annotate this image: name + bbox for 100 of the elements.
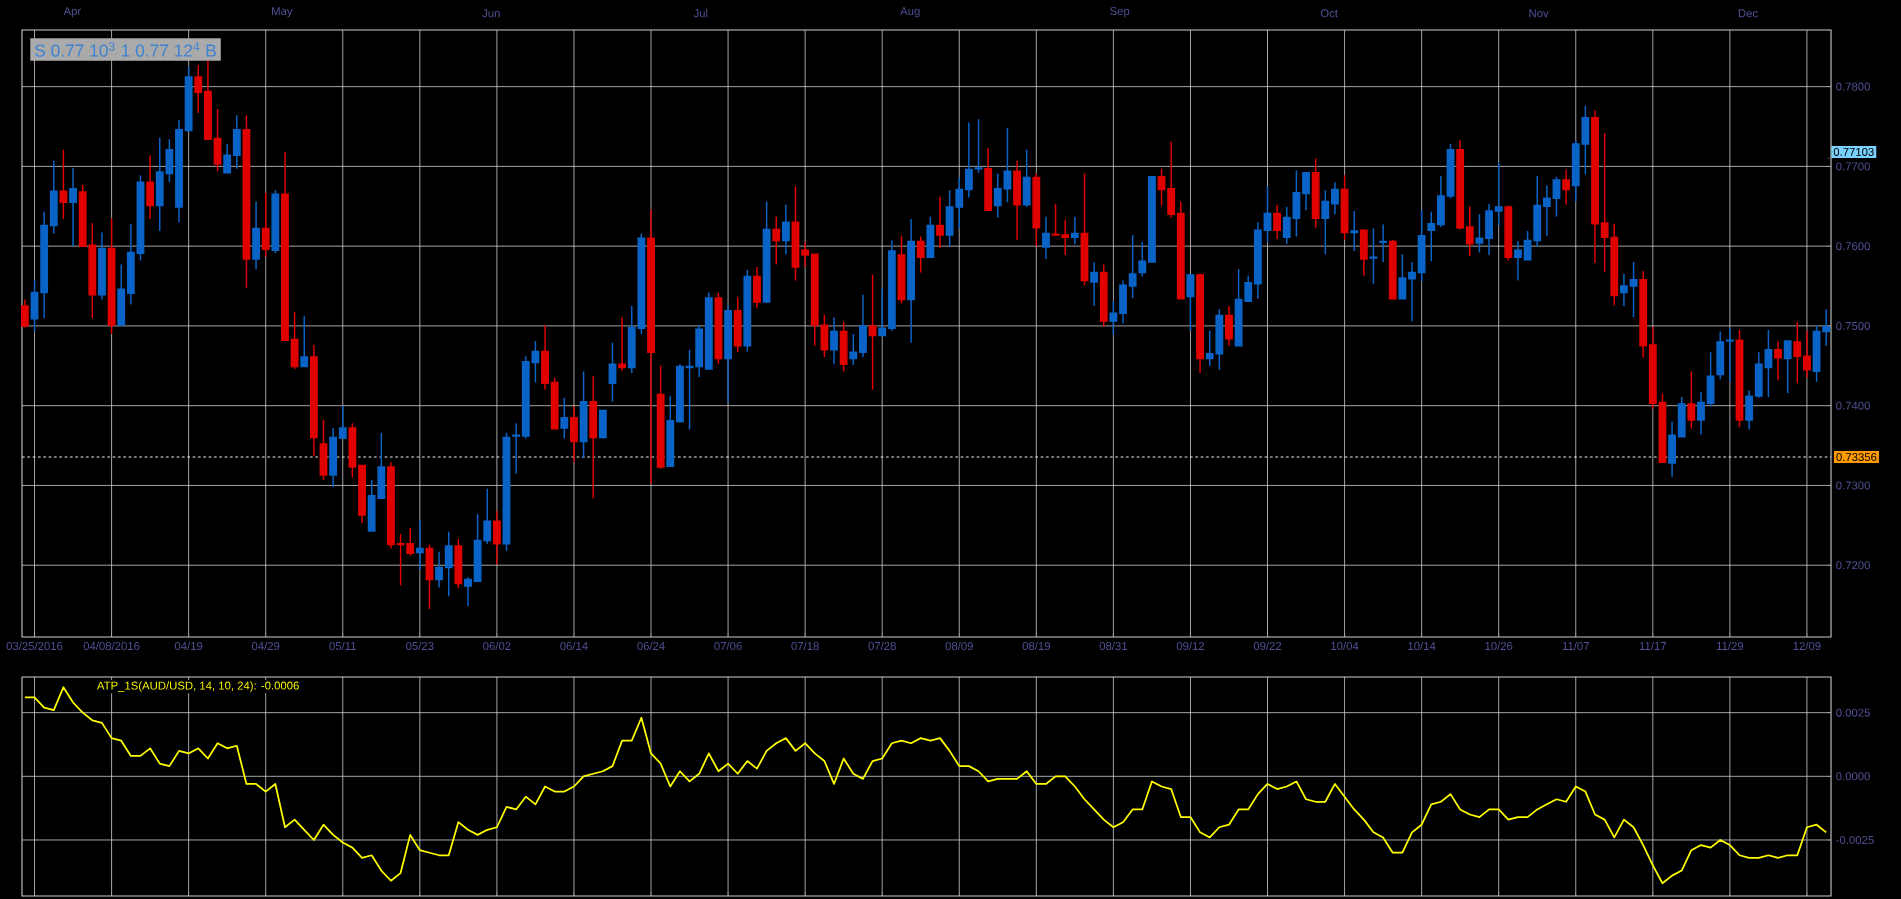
- candlestick: [435, 550, 444, 589]
- candlestick: [839, 321, 848, 373]
- candlestick: [675, 363, 684, 424]
- candlestick: [1379, 223, 1388, 263]
- candlestick: [521, 355, 530, 440]
- candlestick: [1494, 161, 1503, 227]
- candlestick: [579, 370, 588, 460]
- candlestick: [1359, 228, 1368, 277]
- x-tick-label: 12/09: [1793, 641, 1821, 651]
- text: Jul: [693, 8, 708, 18]
- candlestick: [762, 200, 771, 303]
- candlestick: [1725, 327, 1734, 382]
- candlestick: [406, 526, 415, 557]
- y-tick-label: 0.0000: [1836, 772, 1870, 781]
- candlestick: [926, 215, 935, 259]
- candlestick: [1668, 420, 1676, 478]
- candlestick: [984, 147, 993, 211]
- candlestick: [1716, 330, 1725, 381]
- candlestick: [598, 409, 607, 440]
- candlestick: [1321, 189, 1330, 255]
- x-tick-label: 06/14: [560, 641, 588, 651]
- candlestick: [916, 235, 925, 274]
- candlestick: [338, 404, 347, 440]
- candlestick: [993, 172, 1002, 219]
- x-tick-label: 07/18: [791, 641, 819, 651]
- candlestick: [666, 395, 675, 468]
- candlestick: [1013, 160, 1021, 241]
- candlestick: [1745, 389, 1754, 431]
- candlestick: [1764, 329, 1773, 398]
- candlestick: [232, 114, 241, 170]
- candlestick: [117, 263, 126, 326]
- x-tick-label: 04/08/2016: [83, 641, 140, 651]
- candlestick: [1648, 325, 1657, 410]
- candlestick: [1176, 200, 1185, 300]
- candlestick: [1620, 273, 1628, 307]
- candlestick: [1456, 139, 1465, 231]
- candlestick: [146, 154, 155, 220]
- candlestick: [1388, 239, 1397, 301]
- candlestick: [859, 294, 867, 358]
- candlestick: [59, 148, 68, 220]
- ref-line-label: 0.73356: [1836, 453, 1877, 462]
- candlestick: [531, 340, 540, 384]
- candlestick: [1783, 339, 1792, 394]
- candlestick: [1331, 181, 1339, 215]
- y-tick-label: 0.7300: [1836, 481, 1870, 490]
- candlestick: [974, 118, 983, 174]
- candlestick: [550, 377, 559, 431]
- candlestick: [1465, 205, 1474, 257]
- candlestick: [1070, 215, 1079, 246]
- candlestick: [1436, 175, 1445, 228]
- candlestick: [964, 121, 973, 199]
- candlestick: [300, 315, 309, 368]
- candlestick: [1302, 172, 1310, 211]
- x-tick-label: 10/04: [1331, 641, 1359, 651]
- text: Nov: [1529, 9, 1549, 18]
- x-tick-label: 11/07: [1562, 641, 1589, 651]
- x-tick-label: 04/29: [251, 641, 280, 651]
- candlestick: [1803, 329, 1811, 379]
- candlestick: [203, 58, 212, 141]
- candlestick: [907, 218, 916, 344]
- y-tick-label: 0.7700: [1836, 162, 1870, 171]
- candlestick: [695, 324, 704, 378]
- candlestick: [1090, 261, 1099, 307]
- y-tick-label: 0.7600: [1836, 242, 1870, 251]
- candlestick: [724, 304, 732, 403]
- candlestick: [704, 291, 713, 370]
- candlestick: [1677, 396, 1686, 439]
- candlestick: [444, 530, 453, 598]
- candlestick: [1427, 211, 1436, 263]
- candlestick: [1485, 203, 1493, 256]
- candlestick: [512, 422, 521, 475]
- x-tick-label: 10/26: [1485, 641, 1513, 651]
- x-tick-label: 11/29: [1716, 641, 1744, 651]
- candlestick: [1706, 351, 1715, 408]
- candlestick: [126, 223, 135, 306]
- x-tick-label: 08/09: [945, 641, 973, 651]
- x-tick-label: 05/11: [329, 641, 356, 651]
- x-tick-label: 11/17: [1639, 641, 1666, 651]
- candlestick: [1311, 157, 1320, 229]
- candlestick: [1562, 168, 1571, 206]
- candlestick: [772, 215, 781, 266]
- x-tick-label: 07/06: [714, 641, 742, 651]
- candlestick: [281, 151, 289, 342]
- text: Aug: [900, 7, 920, 18]
- candlestick: [1822, 308, 1831, 347]
- x-tick-label: 08/19: [1022, 641, 1050, 651]
- candlestick: [49, 160, 58, 235]
- candlestick: [1032, 172, 1041, 247]
- candlestick: [309, 344, 318, 457]
- text: ATP_1S(AUD/USD, 14, 10, 24): -0.0006: [96, 681, 299, 692]
- candlestick: [608, 341, 617, 403]
- candlestick: [454, 538, 463, 590]
- x-tick-label: 09/22: [1253, 641, 1282, 651]
- candlestick: [464, 576, 472, 607]
- candlestick: [358, 464, 366, 524]
- candlestick: [40, 211, 49, 319]
- candlestick: [348, 422, 357, 479]
- text: Oct: [1320, 9, 1338, 18]
- candlestick: [271, 189, 280, 255]
- y-tick-label: 0.0025: [1836, 708, 1870, 717]
